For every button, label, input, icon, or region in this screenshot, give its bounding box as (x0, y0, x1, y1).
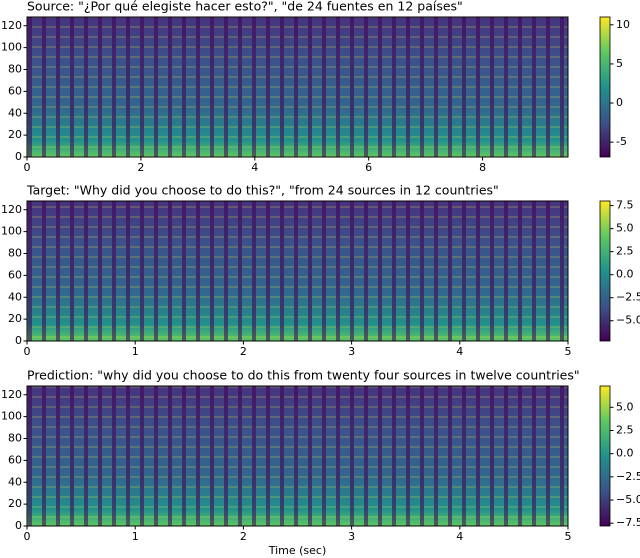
panel-title: Source: "¿Por qué elegiste hacer esto?",… (27, 0, 463, 14)
y-tick-label: 120 (1, 388, 22, 401)
y-tick-label: 20 (8, 128, 22, 141)
colorbar (599, 200, 611, 342)
y-tick-label: 80 (8, 247, 22, 260)
x-tick-label: 1 (132, 530, 139, 543)
colorbar-tick-label: 0 (616, 96, 623, 109)
x-tick-label: 3 (348, 530, 355, 543)
colorbar-tick-label: −7.5 (616, 516, 640, 529)
colorbar-tick-label: 5.0 (616, 400, 634, 413)
colorbar (599, 385, 611, 527)
colorbar-tick-label: 2.5 (616, 424, 634, 437)
y-tick-label: 0 (15, 519, 22, 532)
colorbar-tick-label: 0.0 (616, 268, 634, 281)
y-tick-label: 0 (15, 334, 22, 347)
y-tick-label: 120 (1, 203, 22, 216)
colorbar-tick-label: −2.5 (616, 291, 640, 304)
plot-frame (26, 16, 569, 158)
x-tick-label: 2 (240, 530, 247, 543)
colorbar-tick-label: 5.0 (616, 222, 634, 235)
panel-title: Prediction: "why did you choose to do th… (27, 368, 580, 383)
colorbar-tick-label: −5.0 (616, 493, 640, 506)
panel-title: Target: "Why did you choose to do this?"… (26, 183, 499, 198)
y-tick-label: 80 (8, 63, 22, 76)
x-tick-label: 5 (565, 345, 572, 358)
y-tick-label: 60 (8, 84, 22, 97)
y-tick-label: 20 (8, 312, 22, 325)
colorbar-tick-label: 2.5 (616, 245, 634, 258)
y-tick-label: 40 (8, 290, 22, 303)
x-tick-label: 0 (24, 161, 31, 174)
x-tick-label: 4 (456, 530, 463, 543)
y-tick-label: 40 (8, 475, 22, 488)
y-tick-label: 40 (8, 106, 22, 119)
x-tick-label: 4 (456, 345, 463, 358)
y-tick-label: 80 (8, 432, 22, 445)
x-tick-label: 0 (24, 530, 31, 543)
y-tick-label: 0 (15, 150, 22, 163)
x-tick-label: 6 (365, 161, 372, 174)
x-tick-label: 8 (479, 161, 486, 174)
spectrogram-texture (27, 386, 568, 526)
colorbar (599, 16, 611, 158)
x-tick-label: 3 (348, 345, 355, 358)
colorbar-tick-label: -5 (616, 135, 627, 148)
colorbar-tick-label: 5 (616, 57, 623, 70)
x-axis-label: Time (sec) (268, 544, 327, 557)
y-tick-label: 100 (1, 225, 22, 238)
y-tick-label: 20 (8, 497, 22, 510)
y-tick-label: 60 (8, 453, 22, 466)
plot-frame (26, 200, 569, 342)
x-tick-label: 2 (240, 345, 247, 358)
x-tick-label: 1 (132, 345, 139, 358)
y-tick-label: 100 (1, 41, 22, 54)
y-tick-label: 60 (8, 268, 22, 281)
y-tick-label: 100 (1, 410, 22, 423)
colorbar-tick-label: 7.5 (616, 199, 634, 212)
y-tick-label: 120 (1, 19, 22, 32)
x-tick-label: 0 (24, 345, 31, 358)
x-tick-label: 5 (565, 530, 572, 543)
spectrogram-texture (27, 201, 568, 341)
plot-frame (26, 385, 569, 527)
x-tick-label: 4 (251, 161, 258, 174)
spectrogram-texture (27, 17, 568, 157)
colorbar-tick-label: 10 (616, 18, 630, 31)
colorbar-tick-label: −2.5 (616, 470, 640, 483)
x-tick-label: 2 (137, 161, 144, 174)
colorbar-tick-label: −5.0 (616, 314, 640, 327)
colorbar-tick-label: 0.0 (616, 447, 634, 460)
